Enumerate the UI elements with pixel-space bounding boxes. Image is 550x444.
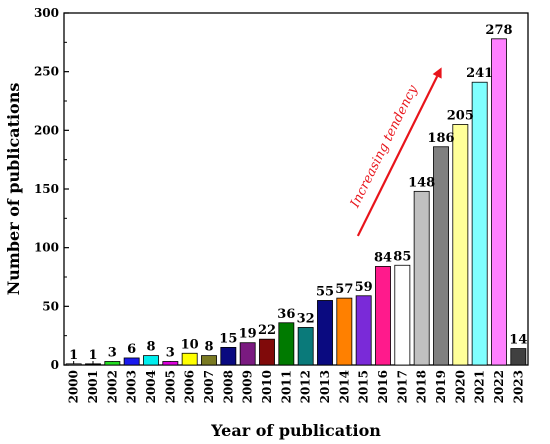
bar-2018 — [413, 190, 430, 366]
data-label-2014: 57 — [335, 282, 353, 297]
data-label-2021: 241 — [466, 66, 493, 81]
data-label-2004: 8 — [146, 340, 155, 355]
bars — [65, 38, 527, 366]
bar-2006 — [181, 352, 198, 366]
bar-2003 — [123, 357, 140, 366]
data-label-2005: 3 — [166, 345, 175, 360]
trend-arrow — [356, 75, 439, 237]
y-tick-label: 200 — [34, 123, 59, 137]
x-axis: 2000 2001 2002 2003 2004 2005 2006 2007 2008 2009… — [67, 361, 525, 403]
bar-2011 — [278, 322, 295, 366]
y-tick-label: 250 — [34, 65, 59, 79]
x-tick-label-2001: 2001 — [86, 370, 100, 403]
bar-2001 — [85, 363, 101, 366]
x-tick-label-2003: 2003 — [125, 370, 139, 403]
bar-2012 — [297, 327, 314, 366]
x-tick-label-2002: 2002 — [105, 370, 119, 403]
data-label-2008: 15 — [219, 331, 237, 346]
bar-2017 — [394, 264, 411, 366]
x-tick-label-2017: 2017 — [395, 370, 409, 403]
x-tick-label-2005: 2005 — [163, 370, 177, 403]
x-tick-label-2019: 2019 — [434, 370, 448, 403]
bar-2021 — [471, 81, 488, 366]
x-tick-label-2009: 2009 — [241, 370, 255, 403]
x-tick-label-2015: 2015 — [357, 370, 371, 403]
data-label-2006: 10 — [181, 337, 199, 352]
data-label-2012: 32 — [297, 311, 315, 326]
bar-2010 — [259, 338, 275, 366]
bar-2009 — [239, 342, 256, 366]
x-tick-label-2007: 2007 — [202, 370, 216, 403]
data-label-2016: 84 — [374, 250, 392, 265]
x-axis-label: Year of publication — [210, 421, 381, 440]
data-label-2022: 278 — [485, 23, 512, 38]
bar-2002 — [104, 361, 121, 366]
data-label-2007: 8 — [204, 340, 213, 355]
data-label-2000: 1 — [69, 348, 78, 363]
bar-2014 — [336, 297, 353, 366]
bar-2004 — [143, 355, 159, 366]
bar-2022 — [491, 38, 507, 366]
y-tick-label: 150 — [34, 182, 59, 196]
trend-annotation-text: Increasing tendency — [347, 82, 421, 211]
data-label-2001: 1 — [88, 348, 97, 363]
bar-2019 — [433, 146, 449, 366]
bar-2013 — [317, 300, 333, 366]
x-tick-label-2012: 2012 — [299, 370, 313, 403]
x-tick-label-2018: 2018 — [415, 370, 429, 403]
data-label-2013: 55 — [316, 284, 334, 299]
bar-2016 — [375, 266, 391, 366]
bar-2015 — [355, 295, 372, 366]
x-tick-label-2011: 2011 — [279, 370, 293, 403]
data-label-2023: 14 — [509, 333, 527, 348]
bar-2020 — [452, 124, 469, 366]
bar-2007 — [201, 355, 217, 366]
trend-arrow-head — [432, 67, 442, 79]
x-tick-label-2010: 2010 — [260, 370, 274, 403]
data-label-2019: 186 — [427, 131, 454, 146]
x-tick-label-2008: 2008 — [221, 370, 235, 403]
data-label-2018: 148 — [408, 175, 435, 190]
data-label-2002: 3 — [108, 345, 117, 360]
y-axis-label: Number of publications — [4, 83, 23, 296]
bar-2000 — [65, 363, 82, 366]
x-tick-label-2006: 2006 — [183, 370, 197, 403]
y-tick-label: 100 — [34, 241, 59, 255]
x-tick-label-2000: 2000 — [67, 370, 81, 403]
data-label-2015: 59 — [355, 280, 373, 295]
bar-2023 — [510, 348, 527, 366]
y-tick-label: 0 — [51, 358, 59, 372]
data-label-2003: 6 — [127, 342, 136, 357]
x-tick-label-2014: 2014 — [337, 370, 351, 403]
x-tick-label-2022: 2022 — [492, 370, 506, 403]
y-tick-label: 50 — [42, 299, 59, 313]
data-label-2017: 85 — [393, 249, 411, 264]
x-tick-label-2004: 2004 — [144, 370, 158, 403]
bar-2008 — [220, 346, 237, 366]
x-tick-label-2020: 2020 — [453, 370, 467, 403]
y-tick-label: 300 — [34, 6, 59, 20]
data-label-2010: 22 — [258, 323, 276, 338]
x-tick-label-2023: 2023 — [511, 370, 525, 403]
y-axis: 0 50 100 150 200 250 300 — [34, 6, 69, 372]
bar-2005 — [162, 361, 179, 366]
data-label-2020: 205 — [447, 108, 474, 123]
x-tick-label-2013: 2013 — [318, 370, 332, 403]
data-label-2011: 36 — [277, 307, 295, 322]
data-label-2009: 19 — [239, 327, 257, 342]
x-tick-label-2016: 2016 — [376, 370, 390, 403]
x-tick-label-2021: 2021 — [473, 370, 487, 403]
